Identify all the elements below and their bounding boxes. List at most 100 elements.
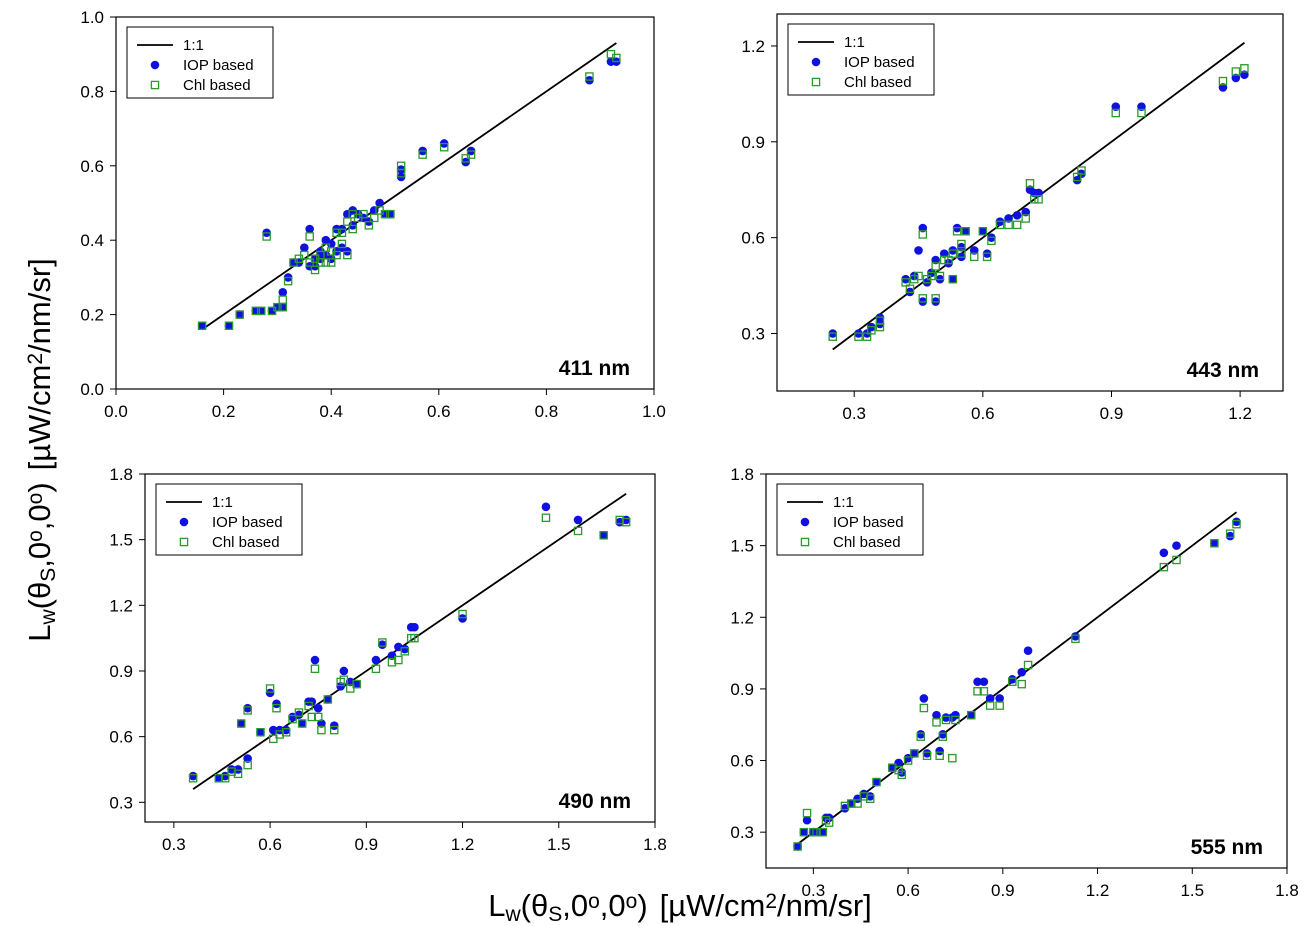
chl-point <box>1023 660 1033 670</box>
y-label-open: (θ <box>22 582 57 610</box>
chl-point <box>386 209 395 219</box>
y-tick-label: 0.0 <box>80 380 104 399</box>
iop-point <box>224 321 234 331</box>
chl-point <box>918 294 928 303</box>
x-tick-label: 1.5 <box>547 835 571 854</box>
chl-point <box>410 633 419 643</box>
iop-point <box>227 765 236 774</box>
x-tick-label: 0.3 <box>842 404 866 423</box>
chl-point <box>903 756 913 765</box>
chl-point <box>343 250 352 260</box>
chl-point <box>310 664 320 674</box>
chl-point <box>1137 108 1146 118</box>
iop-point <box>236 719 246 728</box>
legend-label-1to1: 1:1 <box>212 494 233 511</box>
iop-point <box>922 749 932 758</box>
chl-point <box>224 321 234 331</box>
iop-point <box>973 677 982 687</box>
chl-point <box>256 728 265 737</box>
x-label-mid2: ,0 <box>600 888 626 923</box>
chl-point <box>854 332 863 341</box>
y-label-sup-2: 2 <box>24 353 47 365</box>
iop-point <box>1017 667 1027 677</box>
chl-point <box>371 664 381 674</box>
iop-point <box>938 729 948 739</box>
chl-point <box>1004 220 1013 230</box>
chl-point <box>348 224 357 234</box>
iop-point <box>914 246 923 255</box>
chl-point <box>985 701 995 710</box>
x-tick-label: 0.9 <box>355 835 379 854</box>
iop-point <box>243 703 252 713</box>
iop-point <box>941 713 951 722</box>
legend-label-1to1: 1:1 <box>844 34 865 51</box>
iop-point <box>458 614 467 623</box>
chl-point <box>938 732 948 741</box>
chl-point <box>1025 179 1035 188</box>
chl-point <box>1017 679 1027 689</box>
y-tick-label: 0.3 <box>741 324 765 343</box>
iop-point <box>307 697 317 706</box>
chl-point <box>987 236 996 246</box>
iop-point <box>919 694 929 703</box>
iop-point <box>1232 517 1241 527</box>
chl-point <box>378 638 387 647</box>
iop-point <box>1225 531 1235 541</box>
y-tick-label: 0.2 <box>80 306 104 325</box>
iop-point <box>313 703 323 713</box>
chl-point <box>317 725 326 735</box>
iop-point <box>272 699 281 709</box>
x-tick-label: 1.2 <box>1086 881 1110 900</box>
chl-point <box>573 526 583 536</box>
panel-2: 0.3 0.6 0.9 1.2 1.5 1.8 0.3 0.6 0.9 1.2 1.5 1.8 1:1 I… <box>109 465 666 854</box>
chl-point <box>862 332 872 341</box>
iop-point <box>966 710 976 720</box>
iop-point <box>297 719 307 728</box>
chl-point <box>931 294 940 303</box>
chl-point <box>281 728 291 737</box>
chl-point <box>1034 195 1043 204</box>
chl-point <box>307 712 317 722</box>
iop-point <box>621 515 631 525</box>
chl-point <box>304 701 313 711</box>
iop-point <box>233 765 243 774</box>
chl-point <box>948 753 957 763</box>
plot-frame <box>776 13 1284 392</box>
chl-point <box>865 794 875 804</box>
chl-point <box>927 271 936 281</box>
legend-label-iop: IOP based <box>833 514 904 531</box>
chl-point <box>339 675 349 684</box>
x-label-sup-o2: o <box>626 890 638 913</box>
legend-chl-swatch <box>150 80 160 90</box>
iop-point <box>339 666 349 676</box>
chl-point <box>910 749 919 758</box>
legend-chl-swatch <box>800 537 810 547</box>
chl-point <box>262 232 271 241</box>
chl-point <box>1218 76 1228 86</box>
chl-point <box>847 799 856 808</box>
plot-frame <box>144 473 656 823</box>
chl-point <box>305 232 314 241</box>
chl-point <box>220 773 230 783</box>
chl-point <box>939 255 949 265</box>
chl-point <box>1008 677 1017 686</box>
iop-point <box>995 694 1004 703</box>
chl-point <box>316 250 325 260</box>
chl-point <box>326 258 336 267</box>
chl-point <box>1159 562 1169 572</box>
chl-point <box>1231 67 1241 76</box>
x-tick-label: 0.3 <box>162 835 186 854</box>
x-tick-label: 1.2 <box>451 835 475 854</box>
iop-point <box>188 771 198 781</box>
chl-point <box>394 655 403 665</box>
y-label-close: ) <box>22 482 57 492</box>
wavelength-label: 490 nm <box>559 790 631 813</box>
chl-point <box>867 326 876 335</box>
y-label-sup-o2: o <box>24 493 47 505</box>
y-label-unit-post: /nm/sr] <box>22 258 57 353</box>
iop-point <box>872 777 881 787</box>
iop-point <box>300 243 309 252</box>
y-tick-label: 1.0 <box>80 8 104 27</box>
chl-point <box>922 751 932 761</box>
